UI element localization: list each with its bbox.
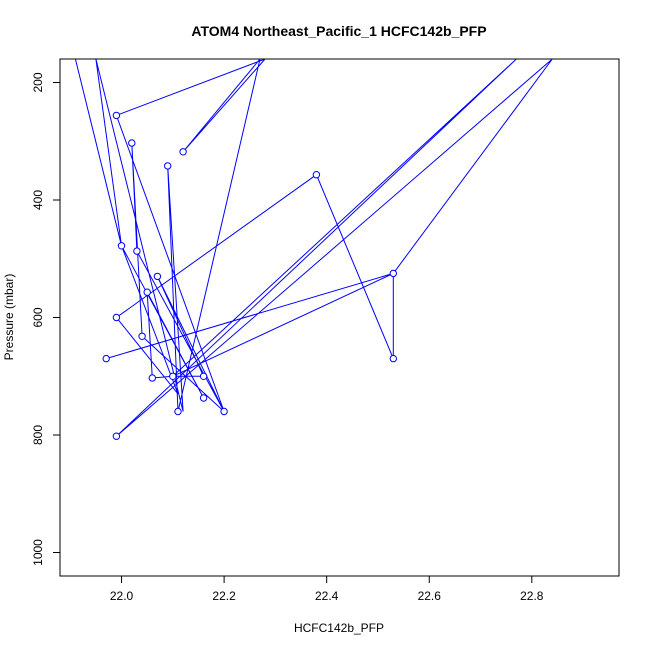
x-axis-label: HCFC142b_PFP	[294, 621, 384, 635]
x-tick-label: 22.0	[110, 589, 134, 603]
data-point	[112, 313, 121, 322]
series-line	[74, 59, 553, 437]
x-tick-label: 22.6	[418, 589, 442, 603]
y-axis: 200 400 600 800 1000	[31, 72, 61, 566]
data-point	[389, 269, 397, 278]
data-point	[128, 139, 136, 147]
x-tick-label: 22.4	[315, 589, 339, 603]
x-tick-label: 22.8	[520, 589, 544, 603]
marker-layer	[102, 111, 397, 440]
data-point	[312, 171, 321, 179]
data-point	[389, 354, 397, 363]
data-point	[102, 354, 110, 363]
x-tick-label: 22.2	[212, 589, 236, 603]
data-point	[148, 374, 157, 382]
data-point	[169, 372, 177, 380]
chart-title: ATOM4 Northeast_Pacific_1 HCFC142b_PFP	[191, 23, 486, 39]
data-point	[112, 432, 121, 440]
data-point	[143, 288, 151, 296]
data-point	[133, 247, 141, 255]
y-tick-label: 600	[31, 307, 45, 327]
data-point	[112, 111, 121, 120]
series-layer	[74, 59, 553, 437]
y-tick-label: 800	[31, 425, 45, 445]
data-point	[138, 332, 146, 340]
data-point	[220, 407, 228, 416]
data-point	[164, 162, 172, 170]
x-axis: 22.0 22.2 22.4 22.6 22.8	[110, 575, 544, 603]
data-point	[117, 242, 126, 250]
data-point	[199, 372, 208, 380]
y-axis-label: Pressure (mbar)	[2, 274, 16, 361]
y-tick-label: 200	[31, 72, 45, 92]
y-tick-label: 1000	[31, 539, 45, 566]
y-tick-label: 400	[31, 190, 45, 210]
data-point	[199, 394, 208, 402]
data-point	[174, 407, 182, 416]
data-point	[179, 148, 187, 156]
data-point	[153, 272, 162, 281]
